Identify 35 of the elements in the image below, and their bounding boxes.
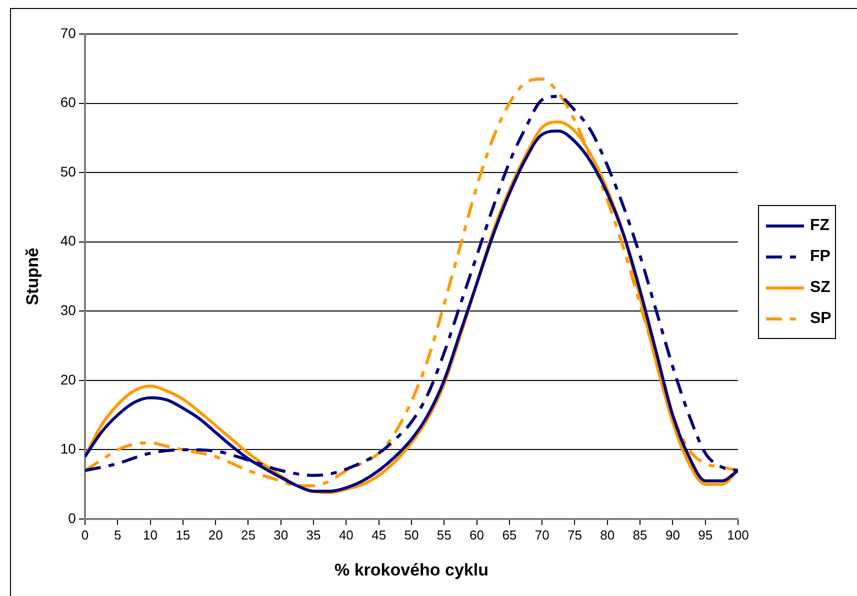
x-tick-label: 90 <box>665 527 680 542</box>
x-tick-label: 20 <box>208 527 223 542</box>
x-tick-label: 30 <box>274 527 288 542</box>
x-tick-label: 95 <box>698 527 713 542</box>
x-axis-title: % krokového cyklu <box>334 560 488 580</box>
y-tick-label: 60 <box>60 94 76 110</box>
y-tick-label: 50 <box>60 163 76 180</box>
y-tick-label: 40 <box>60 232 76 249</box>
y-tick-label: 10 <box>60 440 76 457</box>
x-tick-label: 85 <box>632 527 648 542</box>
x-tick-label: 65 <box>502 527 517 542</box>
legend-label: SZ <box>810 278 830 296</box>
x-tick-label: 100 <box>727 527 749 542</box>
y-axis-title: Stupně <box>22 248 42 306</box>
x-tick-label: 50 <box>404 527 419 542</box>
y-tick-label: 0 <box>68 510 76 526</box>
x-tick-label: 15 <box>176 527 190 542</box>
x-tick-label: 45 <box>372 527 386 542</box>
y-tick-label: 70 <box>60 24 76 41</box>
legend-label: SP <box>810 310 832 328</box>
x-tick-label: 0 <box>81 527 89 542</box>
legend-label: FZ <box>810 216 830 234</box>
x-tick-label: 5 <box>114 527 122 542</box>
x-tick-label: 60 <box>470 527 484 542</box>
y-tick-label: 30 <box>60 302 76 318</box>
x-tick-label: 35 <box>306 527 321 542</box>
x-tick-label: 70 <box>534 527 550 542</box>
x-tick-label: 10 <box>143 527 158 542</box>
y-tick-label: 20 <box>60 371 76 388</box>
x-tick-label: 25 <box>240 527 256 542</box>
x-tick-label: 75 <box>568 527 582 542</box>
x-tick-label: 40 <box>338 527 354 542</box>
x-tick-label: 80 <box>600 527 615 542</box>
legend-label: FP <box>810 248 830 266</box>
x-tick-label: 55 <box>436 527 452 542</box>
